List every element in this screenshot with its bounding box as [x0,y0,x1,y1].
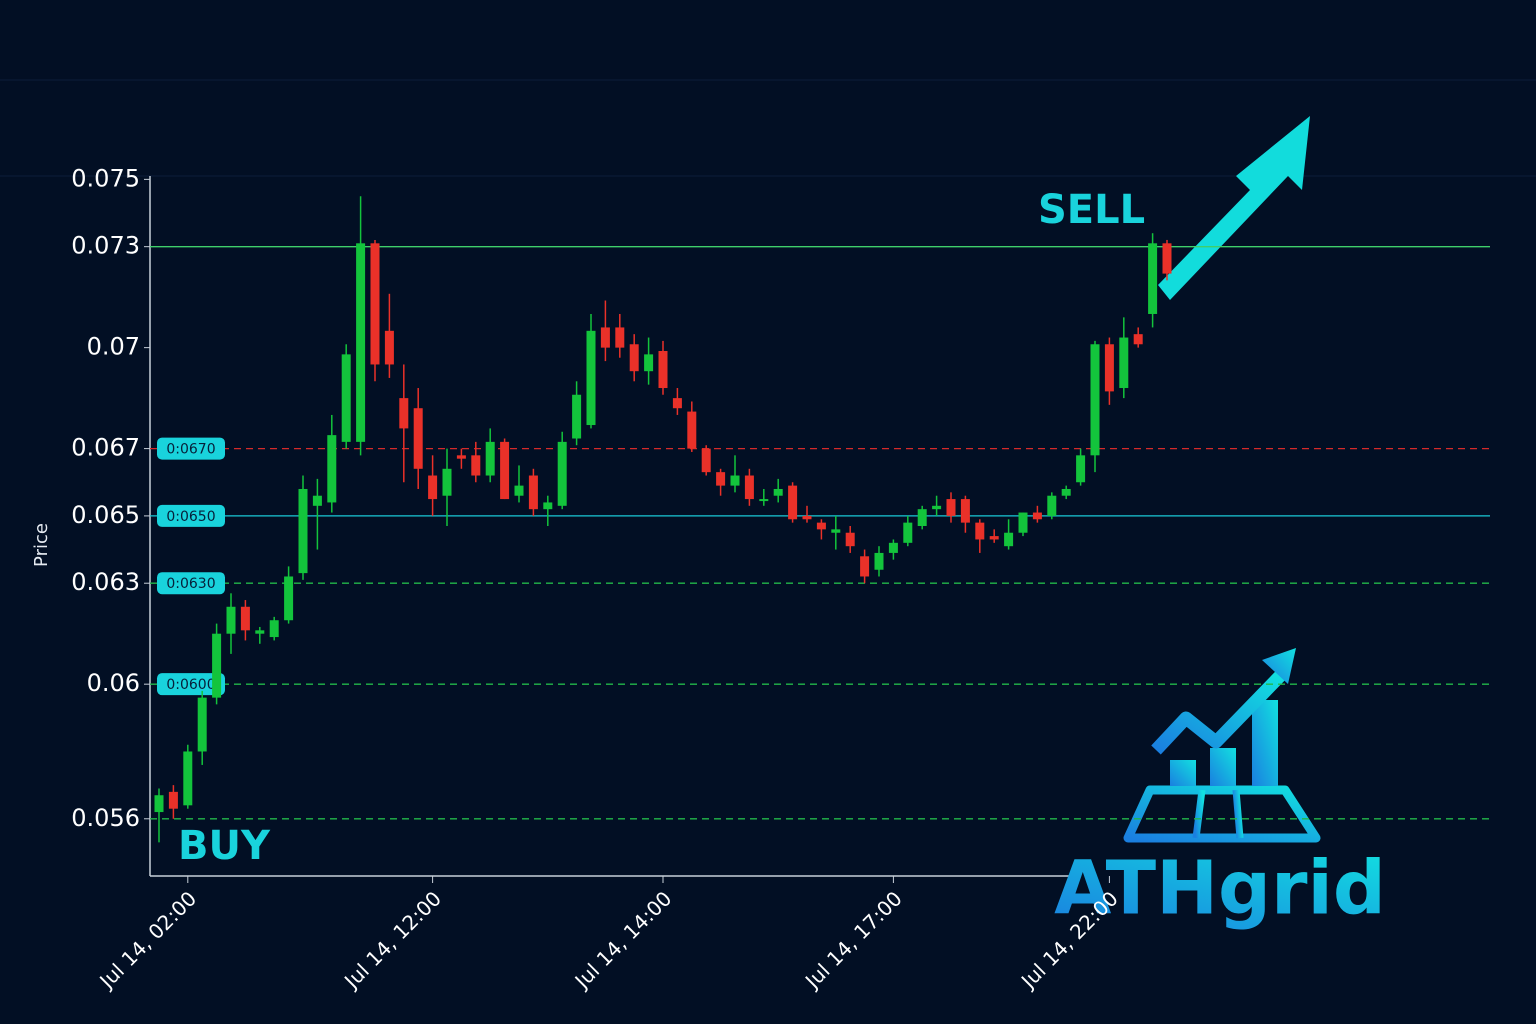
candle-body [831,529,841,533]
candle-body [514,485,524,496]
candle-body [557,441,567,506]
candle-body [788,485,798,520]
candle-body [370,243,380,365]
candle-body [1133,334,1143,345]
x-tick-label: Jul 14, 12:00 [338,886,446,994]
candle-body [399,398,409,429]
candle-body [312,495,322,506]
candle-body [586,330,596,426]
candle-body [644,354,654,372]
candle-body [1032,512,1042,520]
candle-body [1047,495,1057,516]
candle-body [471,455,481,476]
candle-body [384,330,394,365]
level-label: 0:0650 [166,509,215,525]
candle-body [672,398,682,409]
candle-body [874,552,884,570]
candle-body [845,532,855,547]
buy-annotation: BUY [178,823,271,869]
candle-body [298,488,308,574]
y-tick-label: 0.065 [71,501,140,529]
candle-body [989,536,999,540]
candle-body [975,522,985,540]
candle-body [197,697,207,752]
candle-body [413,408,423,469]
candle-body [255,630,265,634]
candle-body [428,475,438,500]
candle-body [356,243,366,442]
candle-body [917,509,927,526]
y-tick-label: 0.067 [71,434,140,462]
x-tick-label: Jul 14, 17:00 [799,886,907,994]
candle-body [1076,455,1086,483]
candle-body [730,475,740,486]
candle-body [615,327,625,348]
candle-body [744,475,754,500]
y-tick-label: 0.06 [87,669,140,697]
candle-body [816,522,826,530]
candle-body [1162,243,1172,274]
candle-body [687,411,697,449]
level-label: 0:0670 [166,442,215,458]
level-badge [157,673,225,696]
candle-body [456,455,466,459]
candle-body [860,556,870,577]
candle-body [932,505,942,510]
candle-body [168,791,178,809]
candle-body [269,620,279,638]
candle-body [946,499,956,516]
candle-body [960,499,970,523]
candle-body [1148,243,1158,314]
candle-body [600,327,610,348]
candle-body [773,488,783,496]
x-tick-label: Jul 14, 02:00 [94,886,202,994]
candle-body [183,751,193,806]
logo-text: ATHgrid [1054,846,1386,932]
candle-body [572,394,582,439]
candle-body [802,515,812,520]
candle-body [212,633,222,698]
level-label: 0:0600 [166,677,215,693]
candle-body [528,475,538,510]
y-tick-label: 0.063 [71,568,140,596]
candle-body [485,441,495,476]
level-badge [157,437,225,460]
candle-body [1104,344,1114,392]
candle-body [543,502,553,510]
candle-body [888,542,898,553]
level-badge [157,572,225,595]
candle-body [629,344,639,372]
candle-body [154,795,164,813]
candle-body [701,448,711,473]
level-badge [157,504,225,527]
y-tick-label: 0.073 [71,232,140,260]
y-tick-label: 0.07 [87,333,140,361]
x-tick-label: Jul 14, 14:00 [569,886,677,994]
candle-body [716,472,726,486]
candle-body [500,441,510,500]
y-axis-label: Price [31,523,52,567]
candle-body [1018,512,1028,533]
sell-arrow [1158,116,1310,300]
candle-body [1004,532,1014,547]
candle-body [1061,488,1071,496]
candle-body [226,606,236,634]
candle-body [658,351,668,389]
level-label: 0:0630 [166,576,215,592]
candle-body [240,606,250,631]
y-tick-label: 0.075 [71,164,140,192]
candle-body [759,499,769,502]
logo-icon [1123,648,1321,843]
candle-body [1090,344,1100,456]
y-tick-label: 0.056 [71,804,140,832]
candle-body [341,354,351,442]
candle-body [903,522,913,543]
candle-body [327,435,337,503]
candle-body [1119,337,1129,389]
sell-annotation: SELL [1038,187,1145,233]
candle-body [442,468,452,496]
candle-body [284,576,294,621]
